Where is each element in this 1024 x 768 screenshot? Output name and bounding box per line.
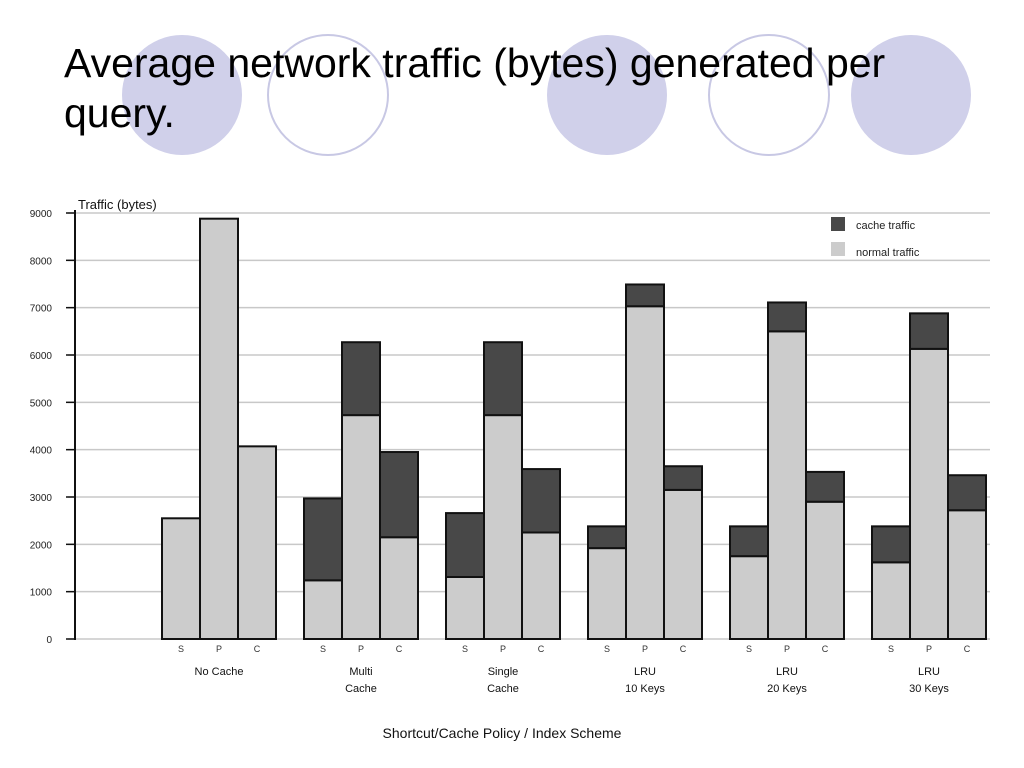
bar-normal-traffic (237, 445, 277, 640)
bar-normal-traffic (587, 547, 627, 640)
bar-cache-traffic (663, 465, 703, 491)
bar-cache-traffic (947, 474, 987, 512)
bar-cache-traffic (445, 512, 485, 578)
bar-cache-traffic (521, 468, 561, 534)
group-label: Cache (345, 683, 377, 695)
scheme-label: C (680, 644, 687, 654)
bar-normal-traffic (303, 579, 343, 640)
bar-cache-traffic (767, 301, 807, 333)
scheme-label: C (964, 644, 971, 654)
decor-circle (267, 34, 389, 156)
scheme-label: S (746, 644, 752, 654)
y-tick-label: 2000 (30, 540, 53, 551)
bar-cache-traffic (587, 525, 627, 550)
y-tick-label: 7000 (30, 304, 53, 315)
scheme-label: C (396, 644, 403, 654)
bar-normal-traffic (199, 217, 239, 640)
bar-normal-traffic (909, 347, 949, 640)
slide-title: Average network traffic (bytes) generate… (64, 40, 886, 136)
bar-normal-traffic (805, 500, 845, 640)
scheme-label: S (604, 644, 610, 654)
decor-circle (547, 35, 667, 155)
bar-cache-traffic (483, 341, 523, 417)
group-label: 30 Keys (909, 683, 949, 695)
bar-normal-traffic (341, 414, 381, 641)
group-label: Multi (349, 666, 372, 678)
group-label: No Cache (195, 666, 244, 678)
bar-cache-traffic (871, 525, 911, 564)
bar-normal-traffic (483, 414, 523, 641)
y-tick-label: 4000 (30, 446, 53, 457)
bar-cache-traffic (341, 341, 381, 417)
scheme-label: S (888, 644, 894, 654)
scheme-label: C (822, 644, 829, 654)
scheme-label: P (216, 644, 222, 654)
group-label: LRU (634, 666, 656, 678)
x-axis-label: Shortcut/Cache Policy / Index Scheme (383, 725, 622, 741)
y-tick-label: 0 (46, 635, 52, 646)
group-label: Cache (487, 683, 519, 695)
bar-cache-traffic (729, 525, 769, 558)
bar-normal-traffic (767, 330, 807, 640)
scheme-label: P (642, 644, 648, 654)
bar-normal-traffic (729, 555, 769, 641)
y-tick-label: 6000 (30, 351, 53, 362)
group-label: LRU (918, 666, 940, 678)
scheme-label: S (178, 644, 184, 654)
y-tick-label: 1000 (30, 588, 53, 599)
scheme-label: C (538, 644, 545, 654)
bar-normal-traffic (947, 509, 987, 640)
bar-normal-traffic (625, 305, 665, 640)
bar-cache-traffic (303, 497, 343, 582)
scheme-label: P (358, 644, 364, 654)
y-tick-label: 5000 (30, 398, 53, 409)
scheme-label: P (926, 644, 932, 654)
bar-normal-traffic (871, 561, 911, 641)
bar-cache-traffic (379, 451, 419, 539)
group-label: 10 Keys (625, 683, 665, 695)
decor-circle (708, 34, 830, 156)
group-label: 20 Keys (767, 683, 807, 695)
legend-label-cache: cache traffic (856, 220, 916, 232)
group-label: LRU (776, 666, 798, 678)
bar-normal-traffic (663, 488, 703, 640)
legend-swatch-normal (831, 242, 845, 256)
scheme-label: S (462, 644, 468, 654)
y-tick-label: 8000 (30, 256, 53, 267)
bar-normal-traffic (521, 531, 561, 640)
decor-circle (122, 35, 242, 155)
scheme-label: C (254, 644, 261, 654)
bar-cache-traffic (625, 283, 665, 308)
scheme-label: P (784, 644, 790, 654)
decor-circle (851, 35, 971, 155)
bar-cache-traffic (909, 312, 949, 350)
group-label: Single (488, 666, 519, 678)
bar-normal-traffic (445, 575, 485, 641)
y-tick-label: 3000 (30, 493, 53, 504)
y-tick-label: 9000 (30, 209, 53, 220)
bar-normal-traffic (379, 536, 419, 641)
legend-swatch-cache (831, 217, 845, 231)
scheme-label: P (500, 644, 506, 654)
y-axis-label: Traffic (bytes) (78, 197, 157, 212)
scheme-label: S (320, 644, 326, 654)
bar-normal-traffic (161, 517, 201, 640)
legend-label-normal: normal traffic (856, 247, 920, 259)
bar-cache-traffic (805, 470, 845, 503)
